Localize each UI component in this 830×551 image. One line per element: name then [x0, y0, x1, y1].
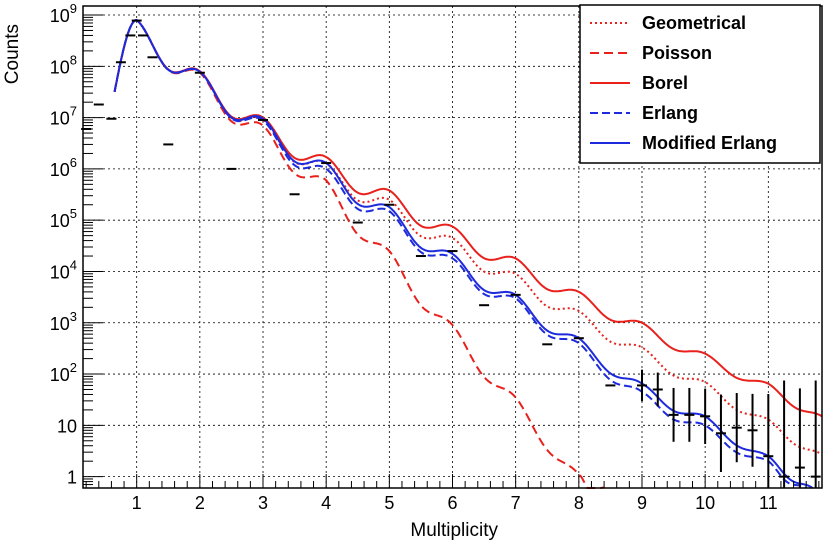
- y-tick-label: 105: [50, 206, 77, 231]
- data-points-layer: [81, 19, 821, 488]
- y-tick-label: 1: [67, 468, 77, 488]
- data-point: [779, 380, 790, 488]
- y-tick-exponent: 5: [70, 206, 77, 221]
- legend-label: Poisson: [642, 43, 712, 63]
- x-tick-label: 9: [637, 493, 647, 513]
- x-tick-label: 2: [195, 493, 205, 513]
- legend-entry-borel: Borel: [590, 73, 688, 93]
- y-tick-label: 10: [57, 416, 77, 436]
- data-point: [652, 372, 663, 407]
- legend-entry-modified-erlang: Modified Erlang: [590, 133, 777, 153]
- y-tick-exponent: 3: [70, 309, 77, 324]
- legend-label: Geometrical: [642, 13, 746, 33]
- y-tick-exponent: 8: [70, 52, 77, 67]
- x-tick-label: 3: [258, 493, 268, 513]
- data-point: [731, 393, 742, 463]
- y-tick-exponent: 4: [70, 257, 77, 272]
- data-point: [747, 393, 758, 467]
- y-axis-label: Counts: [2, 24, 23, 84]
- y-tick-base: 10: [57, 416, 77, 436]
- legend-entry-geometrical: Geometrical: [590, 13, 746, 33]
- x-tick-label: 10: [695, 493, 715, 513]
- series-layer: [113, 18, 823, 489]
- y-tick-base: 10: [50, 57, 70, 77]
- y-tick-exponent: 7: [70, 104, 77, 119]
- y-tick-label: 104: [50, 257, 77, 282]
- x-tick-label: 8: [574, 493, 584, 513]
- y-tick-base: 10: [50, 109, 70, 129]
- data-point: [636, 369, 647, 402]
- y-tick-base: 10: [50, 365, 70, 385]
- x-axis-label: Multiplicity: [410, 520, 498, 541]
- y-tick-base: 10: [50, 262, 70, 282]
- data-point: [794, 388, 805, 488]
- x-tick-label: 11: [759, 493, 778, 513]
- y-tick-label: 107: [50, 104, 77, 129]
- x-tick-label: 5: [384, 493, 394, 513]
- series-poisson-line: [113, 18, 605, 489]
- y-tick-base: 10: [50, 6, 70, 26]
- legend: Geometrical Poisson Borel Erlang Modified Er…: [579, 4, 821, 164]
- legend-label: Modified Erlang: [642, 133, 777, 153]
- x-tick-label: 7: [511, 493, 521, 513]
- y-tick-exponent: 2: [70, 360, 77, 375]
- y-tick-label: 103: [50, 309, 77, 334]
- y-tick-base: 1: [67, 468, 77, 488]
- y-tick-label: 109: [50, 1, 77, 26]
- y-tick-label: 102: [50, 360, 77, 385]
- legend-entry-poisson: Poisson: [590, 43, 712, 63]
- legend-label: Erlang: [642, 103, 698, 123]
- data-point: [684, 387, 695, 442]
- x-tick-label: 1: [132, 493, 142, 513]
- data-point: [668, 387, 679, 442]
- y-tick-base: 10: [50, 314, 70, 334]
- data-point: [700, 388, 711, 444]
- y-tick-base: 10: [50, 160, 70, 180]
- data-point: [763, 393, 774, 488]
- x-tick-label: 4: [321, 493, 331, 513]
- y-tick-label: 106: [50, 155, 77, 180]
- data-point: [810, 380, 821, 488]
- series-erlang-line: [113, 18, 807, 489]
- y-tick-exponent: 6: [70, 155, 77, 170]
- legend-label: Borel: [642, 73, 688, 93]
- legend-entry-erlang: Erlang: [590, 103, 698, 123]
- data-point: [715, 394, 726, 473]
- x-tick-label: 6: [447, 493, 457, 513]
- y-tick-base: 10: [50, 211, 70, 231]
- y-tick-label: 108: [50, 52, 77, 77]
- series-modified-erlang-line: [113, 18, 814, 489]
- y-tick-exponent: 9: [70, 1, 77, 16]
